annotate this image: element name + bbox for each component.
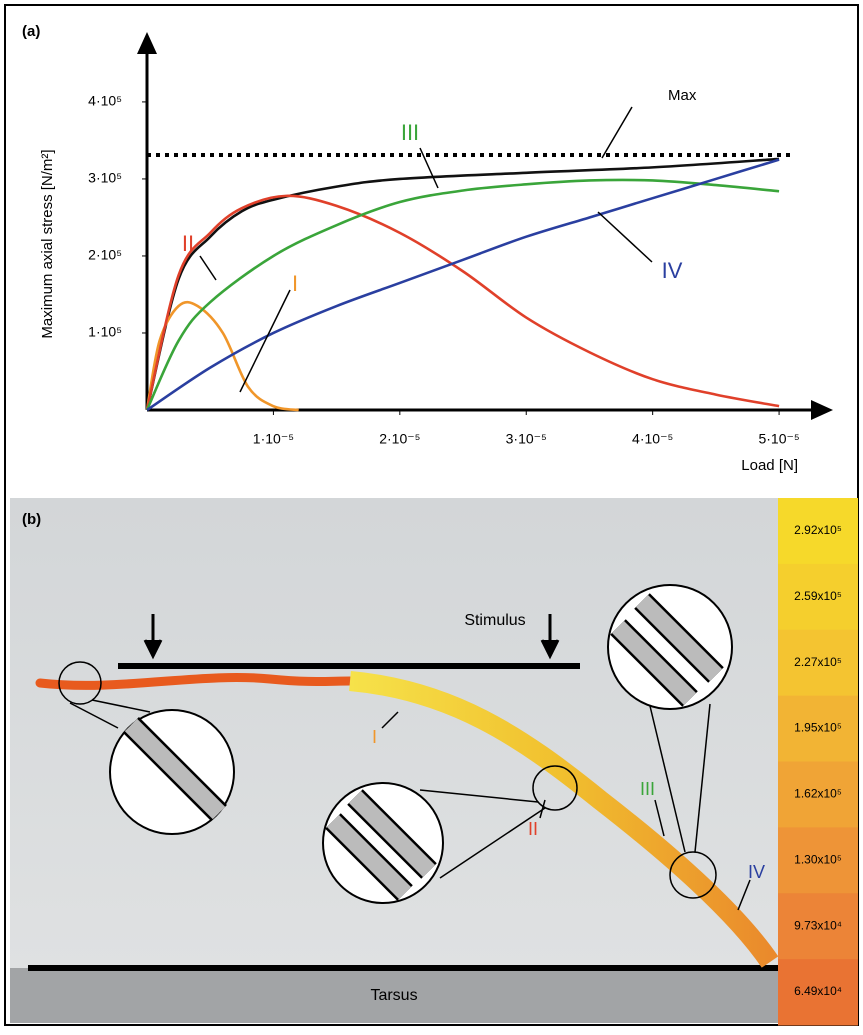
axes: [145, 48, 817, 412]
colorbar-label: 2.59x10⁵: [794, 589, 842, 603]
colorbar-label: 2.92x10⁵: [794, 523, 842, 537]
y-tick-label: 4·10⁵: [88, 93, 122, 109]
colorbar-label: 1.95x10⁵: [794, 721, 842, 735]
colorbar-segment: [778, 959, 858, 1026]
colorbar-segment: [778, 563, 858, 631]
axis-arrow: [137, 32, 157, 54]
line: [145, 194, 780, 411]
x-tick-label: 4·10⁻⁵: [632, 431, 673, 447]
colorbar-segment: [778, 498, 858, 565]
marker-label: IV: [748, 862, 765, 882]
stimulus-label: Stimulus: [464, 612, 525, 629]
zoom-circles: [109, 584, 733, 904]
axis-arrow: [811, 400, 833, 420]
colorbar: 2.92x10⁵ 2.59x10⁵ 2.27x10⁵ 1.95x10⁵ 1.62x10⁵…: [778, 498, 858, 1026]
arrows: [143, 614, 560, 660]
colorbar-segment: [778, 827, 858, 894]
colorbar-label: 9.73x10⁴: [794, 918, 842, 932]
leader-lines: [381, 711, 751, 911]
leader-line: [239, 289, 291, 393]
line: [145, 178, 780, 411]
diagram: (b) Stimulus Tarsus I II III IV 2.92x10⁵…: [10, 498, 858, 1026]
y-tick-label: 1·10⁵: [88, 324, 122, 340]
line: [145, 300, 299, 412]
colorbar-segment: [778, 893, 858, 960]
series-label: IV: [662, 258, 683, 283]
line: [146, 158, 780, 412]
marker-label: II: [528, 819, 538, 839]
colorbar-label: 6.49x10⁴: [794, 984, 842, 998]
x-tick-label: 1·10⁻⁵: [253, 431, 294, 447]
tarsus-area: [10, 968, 778, 1023]
line-chart: 1·10⁵ 2·10⁵ 3·10⁵ 4·10⁵ 1·10⁻⁵ 2·10⁻⁵ 3·10⁻⁵ 4·…: [39, 32, 833, 474]
marker-label: I: [372, 727, 377, 747]
marker-label: III: [640, 779, 655, 799]
series-label: III: [401, 120, 419, 145]
leader-line: [419, 147, 439, 189]
hair: [349, 671, 779, 968]
colorbar-label: 2.27x10⁵: [794, 655, 842, 669]
colorbar-segment: [778, 761, 858, 828]
colorbar-segment: [778, 629, 858, 697]
colorbar-segment: [778, 695, 858, 762]
tarsus-label: Tarsus: [370, 987, 417, 1004]
panel-label: (a): [22, 23, 40, 40]
leader-line: [199, 255, 217, 281]
y-tick-label: 3·10⁵: [88, 170, 122, 186]
leader-line: [601, 106, 633, 159]
x-tick-label: 5·10⁻⁵: [758, 431, 799, 447]
line: [145, 157, 780, 411]
series-label: Max: [668, 87, 697, 104]
panel-label: (b): [22, 511, 41, 528]
series-label: I: [292, 271, 298, 296]
y-tick-label: 2·10⁵: [88, 247, 122, 263]
x-tick-label: 2·10⁻⁵: [379, 431, 420, 447]
magnifiers: [58, 661, 717, 899]
leader-line: [597, 211, 653, 263]
series-label: II: [182, 231, 194, 256]
colorbar-label: 1.62x10⁵: [794, 787, 842, 801]
hair-base: [35, 673, 355, 690]
x-tick-label: 3·10⁻⁵: [506, 431, 547, 447]
colorbar-label: 1.30x10⁵: [794, 852, 842, 866]
y-axis-label: Maximum axial stress [N/m²]: [39, 149, 56, 338]
x-axis-label: Load [N]: [741, 457, 798, 474]
